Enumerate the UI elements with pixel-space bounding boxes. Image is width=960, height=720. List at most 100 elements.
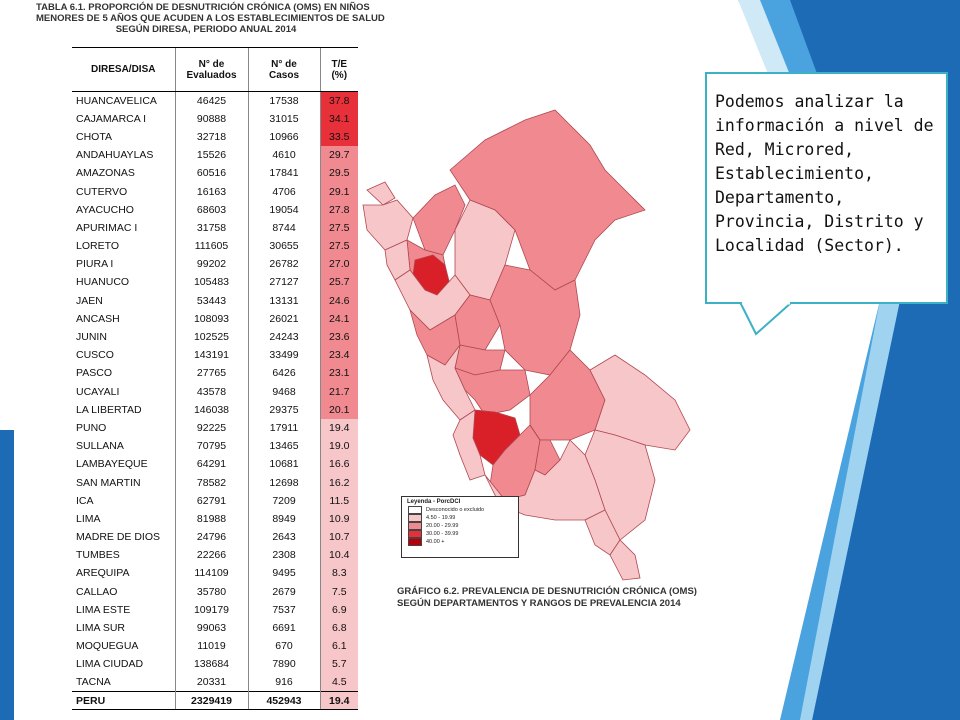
row-name: PUNO xyxy=(76,421,107,434)
table-row: MOQUEGUA 11019 670 6.1 xyxy=(72,637,358,656)
row-te: 24.1 xyxy=(319,309,358,328)
row-evaluados: 102525 xyxy=(174,327,248,347)
region-madre-de-dios xyxy=(589,354,691,451)
row-name: JAEN xyxy=(76,294,103,307)
table-body: HUANCAVELICA 46425 17538 37.8 CAJAMARCA I 908… xyxy=(72,91,358,711)
table-row: APURIMAC I 31758 8744 27.5 xyxy=(72,218,358,237)
region-lima xyxy=(426,344,476,421)
row-name: APURIMAC I xyxy=(76,221,138,234)
table-row: AREQUIPA 114109 9495 8.3 xyxy=(72,564,358,583)
legend-label: 4.50 - 19.99 xyxy=(426,515,456,521)
header-diresa: DIRESA/DISA xyxy=(72,47,175,92)
row-evaluados: 78582 xyxy=(174,473,248,492)
row-evaluados: 99063 xyxy=(174,618,248,638)
row-name: AYACUCHO xyxy=(76,203,134,216)
row-name: HUANUCO xyxy=(76,276,130,289)
row-name: LA LIBERTAD xyxy=(76,403,142,416)
row-te: 37.8 xyxy=(319,91,358,110)
row-te: 16.2 xyxy=(319,473,358,492)
row-casos: 8744 xyxy=(247,218,320,237)
row-evaluados: 60516 xyxy=(174,164,248,183)
table-row: LIMA ESTE 109179 7537 6.9 xyxy=(72,600,358,619)
legend-item: 20.00 - 29.99 xyxy=(408,522,518,530)
row-name: UCAYALI xyxy=(76,385,120,398)
row-casos: 4610 xyxy=(247,146,320,165)
row-te: 4.5 xyxy=(319,673,358,692)
table-row: HUANCAVELICA 46425 17538 37.8 xyxy=(72,91,358,110)
table-row: LAMBAYEQUE 64291 10681 16.6 xyxy=(72,455,358,474)
table-row: CAJAMARCA I 90888 31015 34.1 xyxy=(72,109,358,128)
row-te: 16.6 xyxy=(319,455,358,474)
row-te: 6.1 xyxy=(319,637,358,656)
table-row: LIMA CIUDAD 138684 7890 5.7 xyxy=(72,655,358,674)
map-legend: Leyenda - PorcDCI Desconocido o excluido… xyxy=(401,496,519,558)
row-name: LORETO xyxy=(76,240,119,253)
row-casos: 12698 xyxy=(247,473,320,492)
row-casos: 9468 xyxy=(247,382,320,401)
row-name: SAN MARTIN xyxy=(76,476,141,489)
header-te: T/E (%) xyxy=(319,47,358,92)
row-casos: 6691 xyxy=(247,618,320,638)
row-evaluados: 31758 xyxy=(174,218,248,237)
row-name: PASCO xyxy=(76,367,112,380)
row-te: 34.1 xyxy=(319,109,358,128)
table-row: SAN MARTIN 78582 12698 16.2 xyxy=(72,473,358,492)
legend-items: Desconocido o excluido 4.50 - 19.99 20.00 … xyxy=(402,506,518,546)
row-te: 25.7 xyxy=(319,273,358,292)
row-name: TACNA xyxy=(76,676,111,689)
row-casos: 30655 xyxy=(247,237,320,256)
table-row: HUANUCO 105483 27127 25.7 xyxy=(72,273,358,292)
row-evaluados: 20331 xyxy=(174,673,248,692)
row-te: 27.5 xyxy=(319,237,358,256)
table-row: TUMBES 22266 2308 10.4 xyxy=(72,546,358,565)
row-te: 6.9 xyxy=(319,600,358,619)
row-evaluados: 111605 xyxy=(174,237,248,256)
table-row: PASCO 27765 6426 23.1 xyxy=(72,364,358,383)
row-name: AMAZONAS xyxy=(76,167,135,180)
row-te: 29.7 xyxy=(319,146,358,165)
table-row: JAEN 53443 13131 24.6 xyxy=(72,291,358,310)
row-te: 27.8 xyxy=(319,200,358,219)
row-name: MOQUEGUA xyxy=(76,640,139,653)
region-tacna xyxy=(609,539,641,581)
row-evaluados: 32718 xyxy=(174,127,248,147)
region-ucayali xyxy=(489,264,581,376)
row-evaluados: 105483 xyxy=(174,273,248,292)
legend-swatch xyxy=(408,522,422,530)
row-name: LIMA CIUDAD xyxy=(76,658,144,671)
row-casos: 670 xyxy=(247,637,320,656)
row-te: 10.4 xyxy=(319,546,358,565)
table-row: ANCASH 108093 26021 24.1 xyxy=(72,309,358,328)
row-evaluados: 90888 xyxy=(174,109,248,128)
row-name: SULLANA xyxy=(76,440,124,453)
row-name: PIURA I xyxy=(76,258,114,271)
row-evaluados: 27765 xyxy=(174,364,248,383)
row-name: LIMA ESTE xyxy=(76,603,131,616)
row-casos: 24243 xyxy=(247,327,320,347)
row-te: 8.3 xyxy=(319,564,358,583)
row-name: ANCASH xyxy=(76,312,120,325)
row-casos: 7537 xyxy=(247,600,320,619)
legend-label: 30.00 - 39.99 xyxy=(426,531,459,537)
table-row: CHOTA 32718 10966 33.5 xyxy=(72,127,358,147)
row-evaluados: 35780 xyxy=(174,582,248,601)
row-casos: 27127 xyxy=(247,273,320,292)
map-caption-line-2: SEGÚN DEPARTAMENTOS Y RANGOS DE PREVALEN… xyxy=(397,598,681,609)
table-header-row: DIRESA/DISA N° de Evaluados N° de Casos T/… xyxy=(72,47,358,92)
row-casos: 10681 xyxy=(247,455,320,474)
legend-item: Desconocido o excluido xyxy=(408,506,518,514)
row-evaluados: 16163 xyxy=(174,182,248,201)
row-te: 10.9 xyxy=(319,509,358,528)
legend-swatch xyxy=(408,538,422,546)
row-casos: 10966 xyxy=(247,127,320,147)
legend-item: 40.00 + xyxy=(408,538,518,546)
row-te: 5.7 xyxy=(319,655,358,674)
total-evaluados: 2329419 xyxy=(174,691,248,711)
row-casos: 9495 xyxy=(247,564,320,583)
region-junin xyxy=(454,367,531,416)
callout-text: Podemos analizar la información a nivel … xyxy=(715,92,934,255)
header-casos: N° de Casos xyxy=(247,47,320,92)
row-casos: 19054 xyxy=(247,200,320,219)
row-te: 27.5 xyxy=(319,218,358,237)
row-name: LAMBAYEQUE xyxy=(76,458,148,471)
